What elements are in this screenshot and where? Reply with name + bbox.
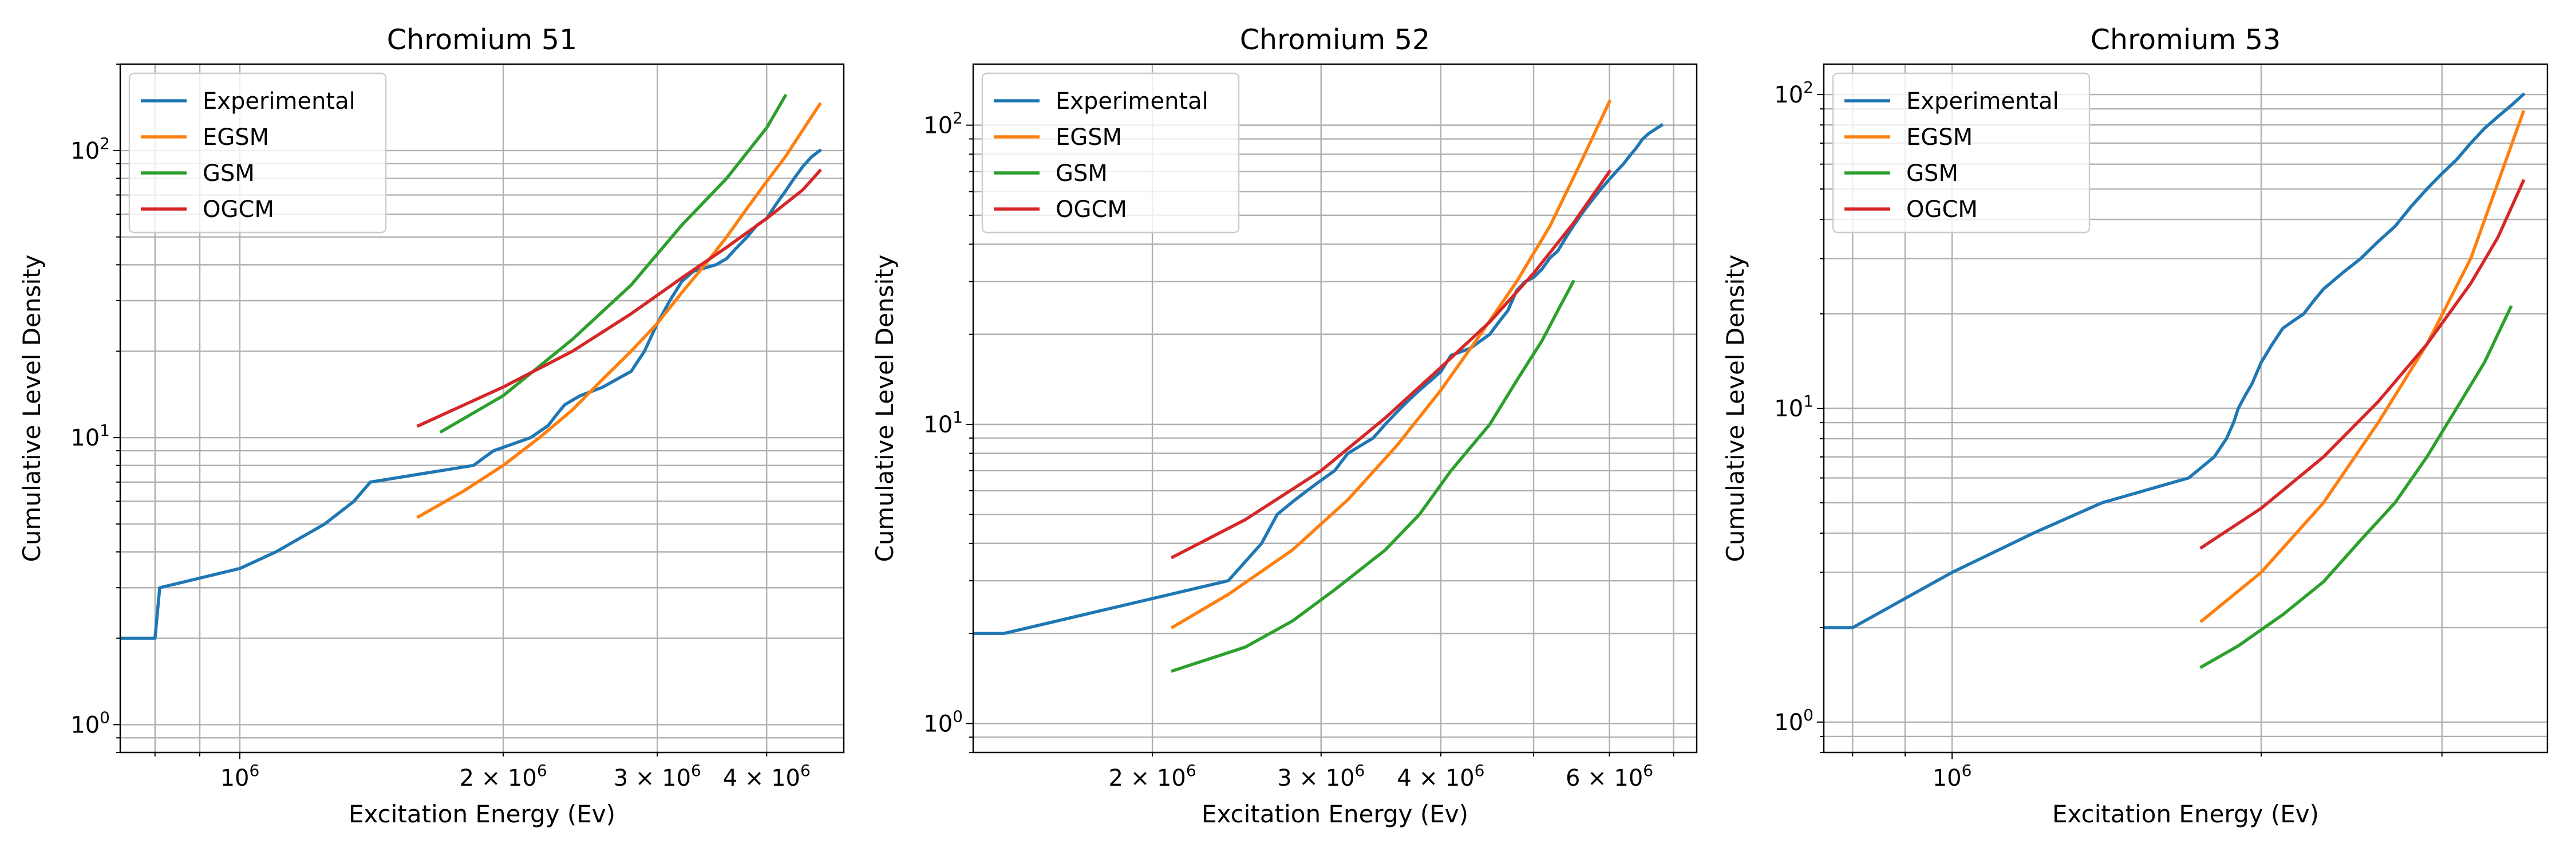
series-line-ogcm <box>1170 169 1612 559</box>
legend-label-ogcm: OGCM <box>1906 196 1978 223</box>
x-tick-label: 106 <box>220 761 260 791</box>
series-line-ogcm <box>2199 179 2526 550</box>
legend-label-egsm: EGSM <box>1056 124 1122 151</box>
y-tick-label: 101 <box>1774 392 1814 422</box>
x-tick-label: 2 × 106 <box>1109 761 1196 791</box>
chart-title: Chromium 52 <box>1240 23 1430 56</box>
series-group <box>120 93 822 640</box>
chart-panel-2: 2 × 106 3 × 106 4 × 106 6 × 106 100 101 102 Chr… <box>871 23 1698 828</box>
legend: Experimental EGSM GSM OGCM <box>128 72 387 234</box>
legend: Experimental EGSM GSM OGCM <box>1832 72 2091 234</box>
chart-panel-1: 106 2 × 106 3 × 106 4 × 106 100 101 102 Chromiu… <box>18 23 845 828</box>
chart-panel-3: 106 100 101 102 Chromium 53 Excitation Energy… <box>1721 23 2549 828</box>
y-tick-label: 102 <box>923 109 963 139</box>
series-line-experimental <box>973 123 1664 635</box>
y-axis-label: Cumulative Level Density <box>871 255 899 562</box>
legend-label-gsm: GSM <box>1906 160 1958 187</box>
y-tick-label: 102 <box>70 134 110 164</box>
series-line-gsm <box>2199 305 2513 669</box>
x-tick-label: 2 × 106 <box>460 761 547 791</box>
legend-label-gsm: GSM <box>203 160 255 187</box>
series-line-egsm <box>2199 109 2526 624</box>
y-tick-label: 102 <box>1774 78 1814 108</box>
series-group <box>1824 92 2526 669</box>
axes-frame <box>972 63 1698 754</box>
chart-title: Chromium 51 <box>387 23 577 56</box>
legend-label-experimental: Experimental <box>1906 88 2059 115</box>
y-tick-label: 101 <box>923 408 963 438</box>
x-tick-label: 4 × 106 <box>1397 761 1484 791</box>
legend-label-gsm: GSM <box>1056 160 1108 187</box>
x-axis-label: Excitation Energy (Ev) <box>349 800 615 828</box>
y-tick-label: 100 <box>1774 706 1814 736</box>
chart-title: Chromium 53 <box>2091 23 2281 56</box>
series-line-gsm <box>439 93 788 434</box>
legend-box <box>128 72 387 234</box>
legend-label-ogcm: OGCM <box>203 196 274 223</box>
series-group <box>973 99 1664 673</box>
series-line-ogcm <box>416 168 822 428</box>
grid <box>120 63 844 754</box>
y-axis-label: Cumulative Level Density <box>1721 255 1749 562</box>
legend-box <box>981 72 1240 234</box>
legend: Experimental EGSM GSM OGCM <box>981 72 1240 234</box>
legend-label-experimental: Experimental <box>203 88 355 115</box>
series-line-egsm <box>1170 99 1612 629</box>
y-tick-label: 100 <box>923 707 963 737</box>
axes-frame <box>1823 63 2549 754</box>
legend-label-egsm: EGSM <box>203 124 269 151</box>
legend-box <box>1832 72 2091 234</box>
x-tick-label: 3 × 106 <box>614 761 701 791</box>
series-line-egsm <box>416 102 822 519</box>
x-tick-label: 106 <box>1933 761 1972 791</box>
x-tick-label: 6 × 106 <box>1566 761 1653 791</box>
legend-label-ogcm: OGCM <box>1056 196 1127 223</box>
legend-label-egsm: EGSM <box>1906 124 1973 151</box>
x-tick-label: 4 × 106 <box>723 761 811 791</box>
y-tick-label: 100 <box>70 708 110 738</box>
axes-frame <box>119 63 845 754</box>
y-tick-label: 101 <box>70 421 110 451</box>
legend-label-experimental: Experimental <box>1056 88 1208 115</box>
x-axis-label: Excitation Energy (Ev) <box>1202 800 1468 828</box>
x-tick-label: 3 × 106 <box>1277 761 1365 791</box>
x-axis-label: Excitation Energy (Ev) <box>2052 800 2319 828</box>
series-line-gsm <box>1171 279 1576 673</box>
y-axis-label: Cumulative Level Density <box>18 255 46 562</box>
series-line-experimental <box>1824 92 2526 629</box>
